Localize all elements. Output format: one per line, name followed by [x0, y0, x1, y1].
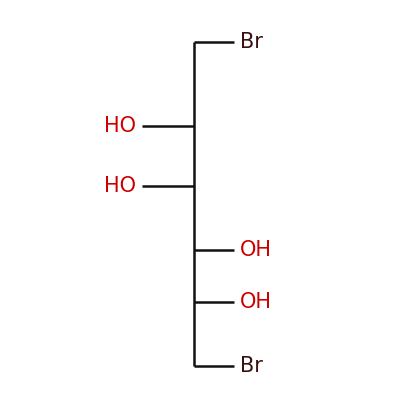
Text: OH: OH: [240, 240, 272, 260]
Text: Br: Br: [240, 356, 263, 376]
Text: OH: OH: [240, 292, 272, 312]
Text: Br: Br: [240, 32, 263, 52]
Text: HO: HO: [104, 116, 136, 136]
Text: HO: HO: [104, 176, 136, 196]
